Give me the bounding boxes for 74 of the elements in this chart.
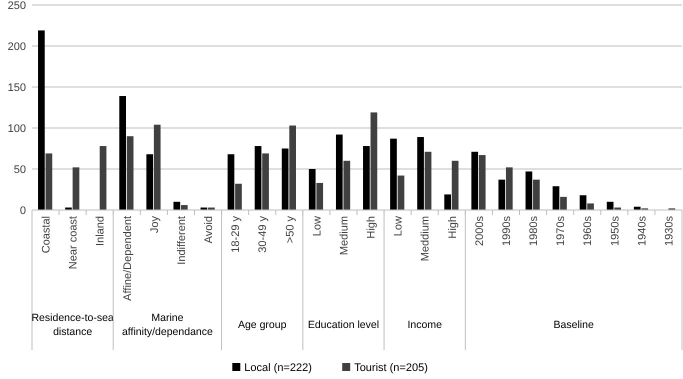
bar	[100, 146, 106, 210]
x-tick-label: Low	[392, 216, 405, 236]
x-tick-label: Low	[311, 216, 324, 236]
x-tick-label: 1990s	[500, 216, 513, 246]
bar	[452, 160, 458, 210]
bar	[498, 180, 506, 210]
text: Education level	[308, 319, 380, 331]
bar	[282, 148, 288, 210]
bar	[289, 126, 296, 210]
bar	[262, 153, 269, 210]
bar	[119, 96, 126, 210]
bar	[46, 153, 52, 210]
bar	[146, 154, 154, 210]
bar	[533, 180, 540, 210]
x-tick-label: Affine/Dependent	[122, 216, 134, 301]
bar	[580, 195, 586, 210]
bar	[560, 196, 567, 210]
bar	[471, 152, 478, 210]
text: Age group	[238, 319, 287, 331]
text: Baseline	[554, 319, 594, 331]
x-tick-label: Meddium	[420, 216, 432, 262]
x-tick-label: 1950s	[609, 216, 622, 246]
x-tick-label: >50 y	[284, 216, 296, 244]
bar	[228, 154, 234, 210]
bar	[526, 171, 532, 210]
bar	[308, 169, 316, 210]
x-tick-label: 1940s	[636, 216, 648, 246]
bar	[424, 152, 432, 210]
bar	[506, 167, 513, 210]
x-tick-label: 2000s	[474, 216, 486, 246]
x-tick-label: Inland	[94, 216, 107, 246]
legend-label: Local (n=222)	[244, 362, 312, 374]
y-tick-label: 0	[20, 205, 26, 217]
x-tick-label: 1980s	[528, 216, 540, 246]
legend-label: Tourist (n=205)	[354, 362, 428, 374]
bar	[154, 124, 161, 210]
bar	[478, 155, 486, 210]
bar	[235, 184, 242, 210]
bar	[390, 138, 397, 210]
bar	[72, 167, 80, 210]
y-tick-label: 250	[8, 0, 26, 12]
x-tick-label: Joy	[148, 216, 161, 234]
y-tick-label: 50	[14, 164, 26, 176]
bar	[343, 160, 350, 210]
y-tick-label: 100	[8, 123, 26, 135]
x-tick-label: High	[366, 216, 378, 239]
bar	[363, 146, 370, 210]
bar	[444, 194, 451, 210]
bar	[552, 186, 560, 210]
x-tick-label: 1960s	[582, 216, 594, 246]
text: Marine affinity/dependance	[122, 312, 214, 338]
x-tick-label: High	[446, 216, 459, 239]
text: Income	[407, 319, 442, 331]
x-tick-label: 1970s	[555, 216, 568, 246]
bar	[38, 30, 45, 210]
x-tick-label: Indifferent	[176, 216, 188, 265]
x-tick-label: Coastal	[40, 216, 53, 254]
x-tick-label: Avoid	[203, 216, 216, 244]
bar	[587, 203, 594, 210]
bar	[336, 134, 343, 210]
bar	[398, 176, 404, 210]
y-tick-label: 150	[8, 82, 26, 94]
bar	[417, 137, 424, 210]
bar	[370, 112, 378, 210]
x-tick-label: 18-29 y	[230, 216, 242, 253]
x-tick-label: Medium	[338, 216, 350, 256]
bar	[254, 146, 262, 210]
bar	[316, 182, 324, 210]
text: Residence-to-sea distance	[31, 312, 114, 338]
y-tick-label: 200	[8, 41, 26, 53]
x-tick-label: Near coast	[68, 216, 80, 270]
x-tick-label: 30-49 y	[257, 216, 270, 253]
bar	[126, 136, 134, 210]
x-tick-label: 1930s	[663, 216, 676, 246]
